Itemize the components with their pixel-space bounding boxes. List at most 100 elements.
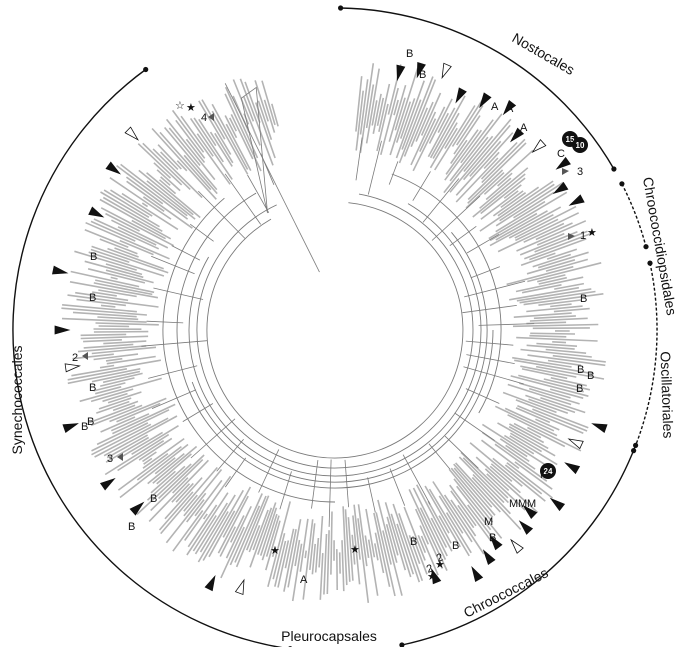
taxon-label <box>98 397 132 410</box>
branch-line <box>216 438 244 472</box>
taxon-label <box>62 304 137 313</box>
branch-line <box>412 171 431 201</box>
taxon-label <box>103 189 150 218</box>
outgroup-branch <box>224 83 320 273</box>
taxon-label <box>545 258 589 272</box>
taxon-label <box>69 281 159 299</box>
taxon-label <box>245 495 270 551</box>
branch-line <box>151 389 197 409</box>
taxon-label <box>543 378 591 391</box>
taxon-label <box>526 305 583 313</box>
taxon-label <box>497 212 580 253</box>
letter-label-m: M <box>518 498 527 510</box>
letter-label-b: B <box>587 370 594 382</box>
taxon-label <box>261 513 278 561</box>
taxon-label <box>109 397 167 423</box>
taxon-label <box>527 354 606 367</box>
taxon-label <box>171 109 205 153</box>
taxon-label <box>97 316 139 321</box>
taxon-label <box>355 90 364 151</box>
taxon-label <box>95 322 159 326</box>
letter-label-b: B <box>89 382 96 394</box>
taxon-label <box>410 111 437 166</box>
taxon-label <box>114 247 139 258</box>
taxon-label <box>415 484 453 552</box>
taxon-label <box>186 492 229 556</box>
star-icon: ★ <box>270 545 280 557</box>
branch-line <box>465 388 500 404</box>
taxon-label <box>220 526 245 579</box>
taxon-label <box>152 445 198 484</box>
collapsed-clade-icon <box>441 62 452 80</box>
branch-arc <box>191 232 488 483</box>
taxon-label <box>534 230 588 253</box>
taxon-label <box>242 96 255 122</box>
taxon-label <box>224 115 238 139</box>
taxon-label <box>427 500 452 544</box>
taxon-label <box>156 169 181 192</box>
collapsed-clade-icon <box>510 538 524 554</box>
taxon-label <box>186 499 205 523</box>
branch-arc <box>206 202 464 459</box>
taxon-label <box>230 114 254 160</box>
taxon-label <box>277 540 290 588</box>
taxon-label <box>492 457 546 502</box>
taxon-label <box>438 495 464 534</box>
taxon-label <box>403 79 437 157</box>
taxon-label <box>495 200 546 233</box>
taxon-label <box>467 504 493 538</box>
taxon-label <box>234 505 261 563</box>
taxon-label <box>196 133 214 157</box>
taxon-label <box>393 99 399 116</box>
branch-line <box>367 477 376 513</box>
taxon-label <box>265 520 281 571</box>
taxon-label <box>225 505 252 559</box>
taxon-label <box>102 372 143 384</box>
taxon-label <box>449 113 503 182</box>
taxon-label <box>172 510 204 552</box>
taxon-label <box>71 359 162 377</box>
branch-line <box>279 471 292 510</box>
taxon-label <box>489 206 562 247</box>
taxon-label <box>497 172 513 187</box>
arrow-icon <box>568 233 575 240</box>
taxon-label <box>445 129 479 175</box>
taxon-label <box>199 494 236 553</box>
taxon-label <box>175 482 194 503</box>
taxon-label <box>180 115 231 185</box>
number-label: 3 <box>577 166 583 178</box>
taxon-label <box>105 212 140 232</box>
clade-markers: ☆ ★ ★ ★ ★ ★ ★ 4 3 1 2 3 2 2 15 10 24 B B… <box>52 48 608 596</box>
collapsed-clade-icon <box>54 325 71 335</box>
taxon-label <box>472 173 526 218</box>
taxon-label <box>99 238 138 255</box>
clade-label-oscillatoriales: Oscillatoriales <box>657 351 676 439</box>
taxon-label <box>438 515 450 534</box>
taxon-label <box>485 177 512 201</box>
taxon-label <box>529 334 567 338</box>
taxon-label <box>374 532 385 574</box>
branch-line <box>151 255 195 275</box>
taxon-label <box>142 451 157 463</box>
taxon-label <box>365 84 375 129</box>
taxon-label <box>110 413 150 432</box>
taxon-label <box>553 307 590 313</box>
taxon-label <box>100 191 160 228</box>
taxon-label <box>520 252 556 266</box>
taxon-label <box>158 454 205 500</box>
taxon-label <box>209 131 233 167</box>
taxon-label <box>412 487 448 557</box>
taxon-label <box>453 463 493 508</box>
taxon-label <box>469 140 502 177</box>
taxon-label <box>106 434 148 459</box>
taxon-label <box>158 491 194 531</box>
taxon-label <box>545 348 587 354</box>
taxon-label <box>103 415 178 457</box>
taxon-label <box>536 342 578 347</box>
collapsed-clade-icon <box>567 438 584 450</box>
taxon-label <box>138 437 173 461</box>
taxon-label <box>219 526 237 557</box>
letter-label-b: B <box>89 292 96 304</box>
branch-line <box>198 190 246 239</box>
collapsed-clade-icon <box>105 161 121 175</box>
